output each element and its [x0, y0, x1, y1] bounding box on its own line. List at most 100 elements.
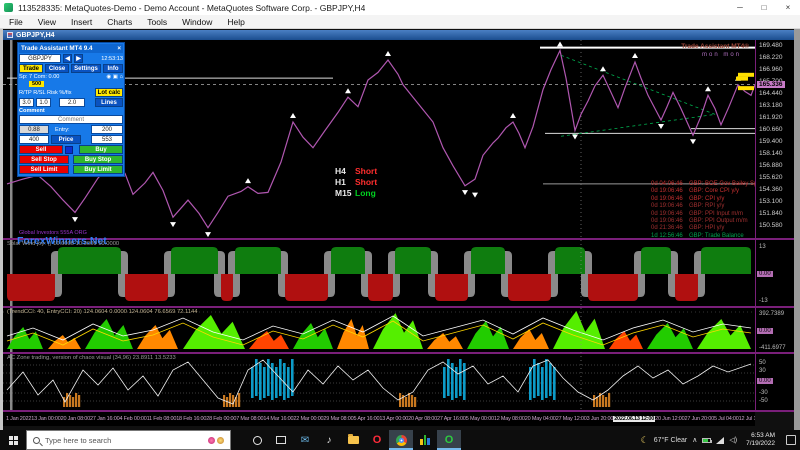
- maximize-button[interactable]: □: [761, 3, 767, 12]
- moon-icon: ☾: [640, 434, 649, 445]
- opera-icon[interactable]: O: [372, 434, 382, 446]
- time-axis-label: 27 Jun 20:00: [684, 416, 715, 422]
- panel-tool-icons[interactable]: ◉ ▣ ⌂: [106, 74, 123, 80]
- price-axis-label: 156.880: [759, 161, 783, 169]
- time-axis-label: 5 Apr 16:00: [353, 416, 380, 422]
- tab-info[interactable]: Info: [103, 64, 123, 73]
- metatrader-icon[interactable]: [413, 430, 437, 450]
- axis-separator: [756, 238, 794, 240]
- search-icon: [33, 436, 40, 444]
- entry-field[interactable]: 200: [91, 125, 123, 134]
- next-symbol-button[interactable]: ▶: [74, 54, 83, 63]
- menu-item-view[interactable]: View: [37, 16, 56, 27]
- time-axis-label: 1 Jan 2022: [6, 416, 32, 422]
- time-axis-label: 20 Jun 12:00: [655, 416, 685, 422]
- taskbar-clock[interactable]: 6:53 AM 7/19/2022: [742, 432, 779, 448]
- prev-symbol-button[interactable]: ◀: [63, 54, 72, 63]
- menu-bar: File View Insert Charts Tools Window Help: [0, 15, 800, 29]
- file-explorer-icon[interactable]: [341, 430, 365, 450]
- menu-item-help[interactable]: Help: [227, 16, 245, 27]
- buy-button[interactable]: Buy: [79, 145, 123, 154]
- symbol-selector[interactable]: GBPJPY: [19, 54, 61, 63]
- buy-stop-button[interactable]: Buy Stop: [73, 155, 123, 164]
- search-placeholder: Type here to search: [45, 435, 112, 445]
- chart-area[interactable]: Trade Assistant MT4® mon mon H4 Short H1 Sh…: [3, 40, 755, 412]
- indicator2-label: (TrendCCI: 40, EntryCCI: 20) 124.0604 0.…: [7, 309, 198, 315]
- minimize-button[interactable]: ─: [737, 3, 743, 12]
- lot-field[interactable]: 0.88: [19, 125, 49, 134]
- rtp-field[interactable]: 3.0: [19, 98, 34, 107]
- opera-gx-icon[interactable]: O: [437, 430, 461, 450]
- price-axis-label: 159.400: [759, 137, 783, 145]
- news-item: 0d 19:06:46 GBP: Core CPI y/y: [651, 188, 740, 195]
- price-axis-label: 158.140: [759, 149, 783, 157]
- start-button[interactable]: [0, 430, 26, 450]
- news-item: 0d 19:06:46 GBP: PPI Output m/m: [651, 218, 748, 225]
- music-icon[interactable]: ♪: [326, 434, 332, 446]
- weather-text[interactable]: 67°F Clear: [653, 436, 688, 444]
- tab-close[interactable]: Close: [45, 64, 69, 73]
- spread-commission-label: Sp: 7 Com: 0.00: [19, 74, 60, 80]
- zone-indicator: [3, 359, 755, 407]
- price-axis-label: 169.480: [759, 41, 783, 49]
- time-axis-label: 13 Jan 00:00: [31, 416, 61, 422]
- time-axis-highlight: 2022.06.13 12:00: [613, 416, 656, 422]
- speaker-icon[interactable]: ◁): [729, 437, 738, 444]
- rsl-field[interactable]: 1.0: [36, 98, 51, 107]
- chrome-icon[interactable]: [389, 430, 413, 450]
- menu-item-tools[interactable]: Tools: [147, 16, 168, 27]
- price-button[interactable]: Price: [51, 135, 81, 144]
- taskbar-search[interactable]: Type here to search: [26, 430, 231, 450]
- sell-button[interactable]: Sell: [19, 145, 63, 154]
- battery-icon[interactable]: [702, 437, 713, 443]
- time-axis-label: 11 Feb 08:00: [146, 416, 177, 422]
- indicator-axis-label: 50: [759, 360, 766, 366]
- tab-trade[interactable]: Trade: [19, 64, 43, 73]
- menu-item-insert[interactable]: Insert: [70, 16, 93, 27]
- takeprofit-field[interactable]: 553: [91, 135, 123, 144]
- menu-item-window[interactable]: Window: [182, 16, 213, 27]
- panel-separators: [3, 238, 755, 412]
- indicator-axis-label: -411.6977: [759, 345, 786, 351]
- buy-limit-button[interactable]: Buy Limit: [73, 165, 123, 174]
- time-axis-label: 13 Apr 00:00: [379, 416, 409, 422]
- lines-button[interactable]: Lines: [95, 98, 123, 107]
- menu-item-charts[interactable]: Charts: [107, 16, 133, 27]
- price-axis-label: 155.620: [759, 173, 783, 181]
- title-bar: 113528335: MetaQuotes-Demo - Demo Accoun…: [0, 0, 800, 15]
- chart-tab-title: GBPJPY,H4: [16, 31, 55, 39]
- price-axis-label: 150.580: [759, 221, 783, 229]
- time-axis-label: 5 May 00:00: [465, 416, 494, 422]
- trade-panel-close-icon[interactable]: ×: [117, 45, 121, 52]
- cci-indicator: [3, 311, 755, 349]
- right-scroll-strip[interactable]: [794, 29, 800, 430]
- stoploss-field[interactable]: 400: [19, 135, 49, 144]
- mail-icon[interactable]: ✉: [300, 434, 310, 446]
- trade-panel-titlebar[interactable]: Trade Assistant MT4 9.4 ×: [19, 44, 123, 53]
- time-axis-label: 14 Mar 16:00: [263, 416, 294, 422]
- lot-calc-button[interactable]: Lot calc: [95, 88, 123, 97]
- sell-limit-button[interactable]: Sell Limit: [19, 165, 69, 174]
- time-axis-label: 29 Mar 08:00: [323, 416, 354, 422]
- tab-settings[interactable]: Settings: [71, 64, 101, 73]
- indicator-axis-label: -50: [759, 398, 768, 404]
- current-price-label: 165.336: [757, 81, 785, 88]
- cortana-icon[interactable]: [245, 430, 269, 450]
- comment-input[interactable]: Comment: [19, 115, 123, 124]
- risk-field[interactable]: 2.0: [59, 98, 85, 107]
- menu-item-file[interactable]: File: [9, 16, 23, 27]
- sell-stop-button[interactable]: Sell Stop: [19, 155, 69, 164]
- network-icon[interactable]: [716, 436, 725, 444]
- windows-logo-icon: [8, 435, 18, 445]
- tray-expand-icon[interactable]: ∧: [692, 437, 698, 444]
- price-axis-label: 153.100: [759, 197, 783, 205]
- time-axis-label: 20 Jan 08:00: [60, 416, 91, 422]
- task-view-icon[interactable]: [269, 430, 293, 450]
- time-axis-label: 27 Jan 16:00: [90, 416, 120, 422]
- close-button[interactable]: ×: [785, 3, 791, 12]
- timeframe-signal-block: H4 Short H1 Short M15 Long: [335, 166, 377, 199]
- chart-window-titlebar[interactable]: GBPJPY,H4: [3, 30, 794, 40]
- lock-toggle[interactable]: [65, 145, 73, 154]
- notification-center-icon[interactable]: [786, 435, 796, 445]
